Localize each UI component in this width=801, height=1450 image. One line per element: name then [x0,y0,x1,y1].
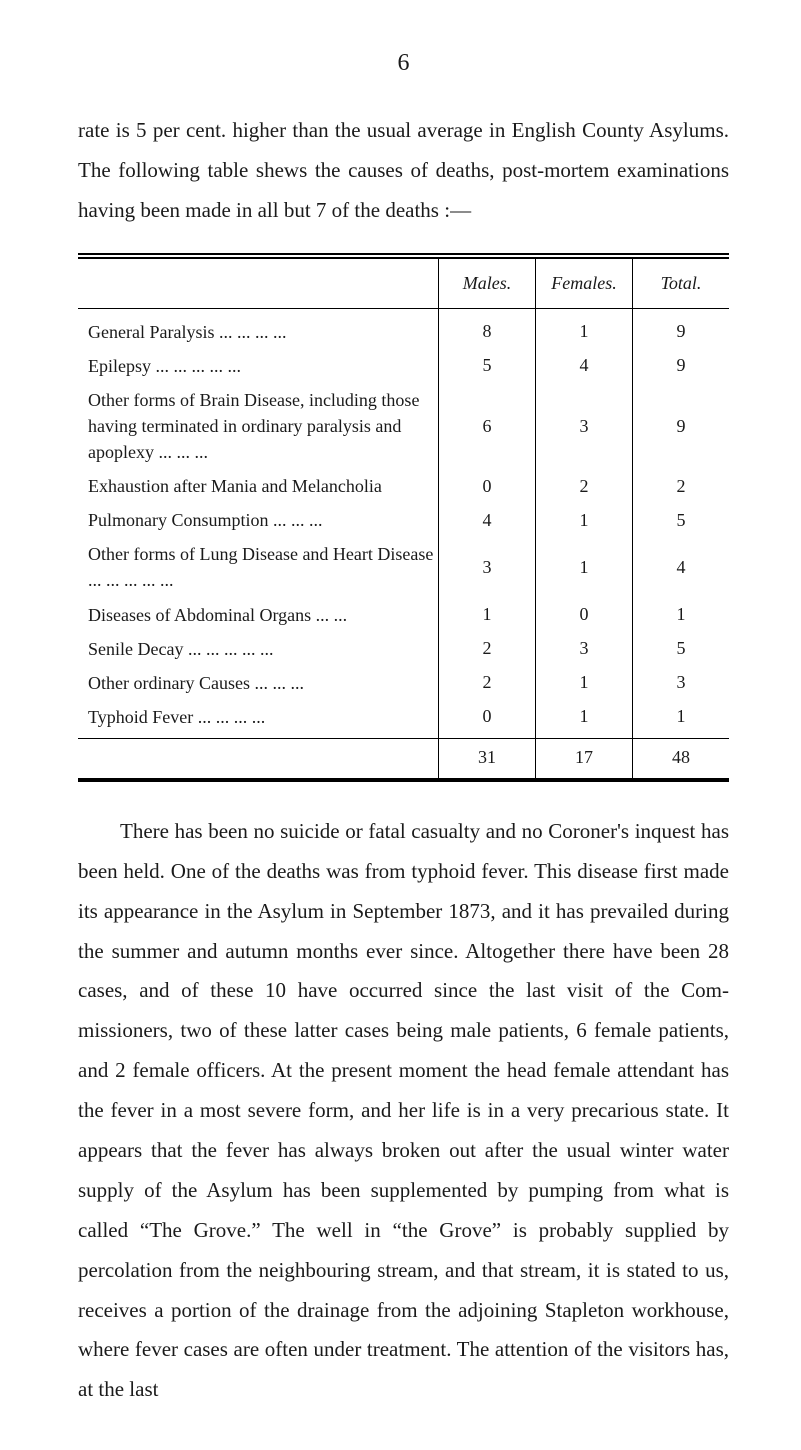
row-label: Other forms of Lung Disease and Heart Di… [78,537,439,597]
row-females: 3 [536,383,633,469]
row-males: 5 [439,349,536,383]
totals-females: 17 [536,738,633,778]
row-females: 1 [536,308,633,349]
row-label: Typhoid Fever ... ... ... ... [78,700,439,739]
row-total: 5 [633,632,730,666]
row-females: 1 [536,666,633,700]
row-label: Diseases of Abdominal Organs ... ... [78,598,439,632]
table-row: Other forms of Lung Disease and Heart Di… [78,537,729,597]
row-females: 3 [536,632,633,666]
row-males: 4 [439,503,536,537]
row-total: 5 [633,503,730,537]
row-total: 1 [633,598,730,632]
row-males: 3 [439,537,536,597]
row-total: 3 [633,666,730,700]
row-males: 0 [439,469,536,503]
paragraph-2-text: There has been no suicide or fatal casua… [78,819,729,1401]
row-males: 0 [439,700,536,739]
table-row: Typhoid Fever ... ... ... ... 0 1 1 [78,700,729,739]
table-row: Senile Decay ... ... ... ... ... 2 3 5 [78,632,729,666]
row-total: 9 [633,308,730,349]
table-row: Epilepsy ... ... ... ... ... 5 4 9 [78,349,729,383]
row-females: 0 [536,598,633,632]
row-label: Epilepsy ... ... ... ... ... [78,349,439,383]
row-females: 1 [536,537,633,597]
header-females: Females. [536,259,633,309]
row-females: 1 [536,503,633,537]
row-males: 2 [439,666,536,700]
row-total: 2 [633,469,730,503]
paragraph-1: rate is 5 per cent. higher than the usua… [78,111,729,231]
table-row: Other forms of Brain Disease, including … [78,383,729,469]
table-row: Other ordinary Causes ... ... ... 2 1 3 [78,666,729,700]
table-row: Diseases of Abdominal Organs ... ... 1 0… [78,598,729,632]
row-total: 9 [633,383,730,469]
totals-males: 31 [439,738,536,778]
header-blank [78,259,439,309]
table-row: Pulmonary Consumption ... ... ... 4 1 5 [78,503,729,537]
table-row: General Paralysis ... ... ... ... 8 1 9 [78,308,729,349]
row-total: 1 [633,700,730,739]
row-label: Exhaustion after Mania and Melancholia [78,469,439,503]
totals-total: 48 [633,738,730,778]
row-males: 6 [439,383,536,469]
row-total: 4 [633,537,730,597]
paragraph-2: There has been no suicide or fatal casua… [78,812,729,1410]
header-total: Total. [633,259,730,309]
table-row: Exhaustion after Mania and Melancholia 0… [78,469,729,503]
row-label: Pulmonary Consumption ... ... ... [78,503,439,537]
row-label: Senile Decay ... ... ... ... ... [78,632,439,666]
table-header-row: Males. Females. Total. [78,259,729,309]
row-females: 1 [536,700,633,739]
row-label: Other forms of Brain Disease, including … [78,383,439,469]
header-males: Males. [439,259,536,309]
row-label: Other ordinary Causes ... ... ... [78,666,439,700]
row-females: 2 [536,469,633,503]
row-males: 8 [439,308,536,349]
deaths-table-wrap: Males. Females. Total. General Paralysis… [78,253,729,782]
row-total: 9 [633,349,730,383]
row-females: 4 [536,349,633,383]
row-males: 2 [439,632,536,666]
row-label: General Paralysis ... ... ... ... [78,308,439,349]
deaths-table: Males. Females. Total. General Paralysis… [78,259,729,778]
row-males: 1 [439,598,536,632]
page-number: 6 [78,50,729,77]
totals-blank [78,738,439,778]
table-totals-row: 31 17 48 [78,738,729,778]
page: 6 rate is 5 per cent. higher than the us… [0,0,801,1450]
